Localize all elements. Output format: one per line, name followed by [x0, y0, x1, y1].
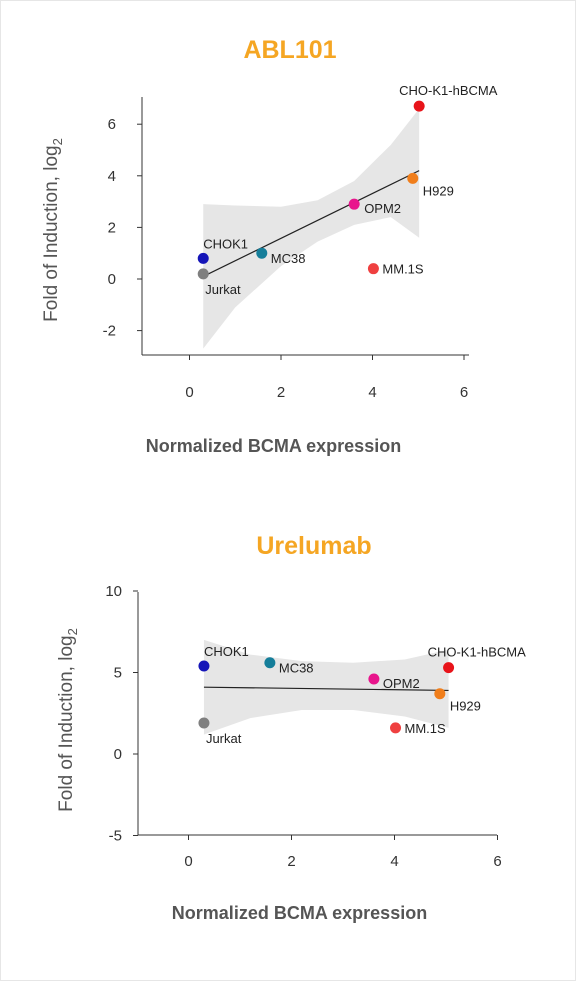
x-tick-label: 4	[390, 853, 398, 870]
y-tick-label: 0	[114, 746, 122, 763]
y-tick-label: 0	[108, 271, 116, 288]
x-tick-label: 0	[184, 853, 192, 870]
point-label-opm2: OPM2	[383, 676, 420, 691]
point-label-jurkat: Jurkat	[206, 731, 242, 746]
point-mc38	[264, 657, 276, 669]
point-label-cho-k1-hbcma: CHO-K1-hBCMA	[428, 645, 527, 660]
x-tick-label: 6	[493, 853, 501, 870]
point-label-opm2: OPM2	[364, 201, 401, 216]
point-opm2	[368, 673, 380, 685]
point-cho-k1-hbcma	[443, 662, 455, 674]
point-mm-1s	[367, 263, 379, 275]
chart-2: Urelumab 0 2 4 6 -5 0 5 10 CHOK1 MC38 CHO-K1-hBCMA O…	[56, 532, 526, 923]
point-cho-k1-hbcma	[413, 100, 425, 112]
x-tick-label: 0	[185, 384, 193, 401]
x-axis-label: Normalized BCMA expression	[172, 903, 427, 923]
point-label-chok1: CHOK1	[203, 236, 248, 251]
point-jurkat	[197, 268, 209, 280]
confidence-band	[203, 108, 420, 349]
point-label-h929: H929	[423, 183, 454, 198]
x-axis-label: Normalized BCMA expression	[146, 436, 401, 456]
regression-line	[202, 170, 420, 277]
point-chok1	[198, 660, 210, 672]
chart-title: ABL101	[243, 36, 336, 64]
y-tick-label: 5	[114, 665, 122, 682]
y-tick-label: 4	[108, 168, 116, 185]
point-label-mc38: MC38	[271, 251, 306, 266]
point-label-cho-k1-hbcma: CHO-K1-hBCMA	[399, 83, 498, 98]
y-axis-label: Fold of Induction, log2	[41, 138, 65, 322]
point-label-mm-1s: MM.1S	[382, 262, 424, 277]
point-label-h929: H929	[450, 699, 481, 714]
y-axis-label: Fold of Induction, log2	[56, 628, 80, 812]
y-tick-label: 6	[108, 116, 116, 133]
point-label-mc38: MC38	[279, 661, 314, 676]
x-tick-label: 2	[287, 853, 295, 870]
x-tick-label: 2	[277, 384, 285, 401]
point-label-jurkat: Jurkat	[205, 282, 241, 297]
point-h929	[407, 172, 419, 184]
point-jurkat	[198, 717, 210, 729]
y-tick-label: 2	[108, 219, 116, 236]
y-tick-label: -2	[103, 323, 116, 340]
regression-line	[203, 686, 449, 692]
point-label-chok1: CHOK1	[204, 644, 249, 659]
point-opm2	[348, 198, 360, 210]
y-tick-label: 10	[105, 583, 122, 600]
y-tick-label: -5	[109, 828, 122, 845]
x-tick-label: 4	[368, 384, 376, 401]
chart-title: Urelumab	[256, 532, 371, 560]
chart-1: ABL101 0 2 4 6 -2 0 2 4 6 CHO-K1-hBCMA H929 OPM2 MM.1…	[41, 36, 498, 456]
point-mc38	[256, 247, 268, 259]
point-label-mm-1s: MM.1S	[405, 721, 447, 736]
point-chok1	[197, 252, 209, 264]
point-mm-1s	[390, 722, 402, 734]
x-tick-label: 6	[460, 384, 468, 401]
point-h929	[434, 688, 446, 700]
